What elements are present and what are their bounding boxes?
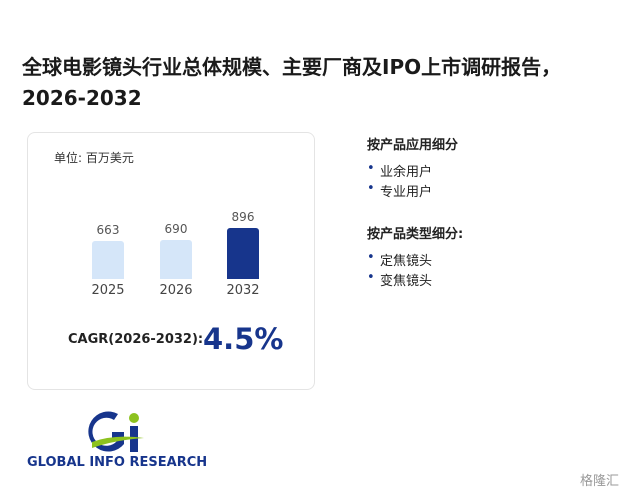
logo-mark bbox=[88, 411, 144, 452]
segment-item: 定焦镜头 bbox=[367, 250, 432, 269]
logo-text: GLOBAL INFO RESEARCH bbox=[27, 455, 208, 470]
bar bbox=[92, 241, 124, 279]
value-label: 896 bbox=[231, 210, 255, 224]
bar bbox=[227, 228, 259, 279]
chart-card bbox=[27, 132, 315, 390]
cagr-label: CAGR(2026-2032): bbox=[68, 332, 204, 347]
segment-item: 变焦镜头 bbox=[367, 270, 432, 289]
report-title: 全球电影镜头行业总体规模、主要厂商及IPO上市调研报告，2026-2032 bbox=[22, 55, 562, 110]
bar bbox=[160, 239, 192, 279]
value-label: 690 bbox=[164, 221, 188, 236]
watermark: 格隆汇 bbox=[580, 474, 620, 489]
cagr-value: 4.5% bbox=[203, 322, 284, 356]
value-label: 663 bbox=[96, 223, 120, 238]
segment-heading: 按产品类型细分: bbox=[367, 227, 464, 242]
segment-item: 业余用户 bbox=[367, 161, 432, 180]
category-label: 2025 bbox=[91, 283, 125, 298]
category-label: 2032 bbox=[226, 283, 260, 298]
unit-label: 单位: 百万美元 bbox=[54, 151, 134, 165]
category-label: 2026 bbox=[159, 283, 193, 298]
segment-item: 专业用户 bbox=[367, 181, 432, 200]
segment-heading: 按产品应用细分 bbox=[367, 138, 459, 153]
